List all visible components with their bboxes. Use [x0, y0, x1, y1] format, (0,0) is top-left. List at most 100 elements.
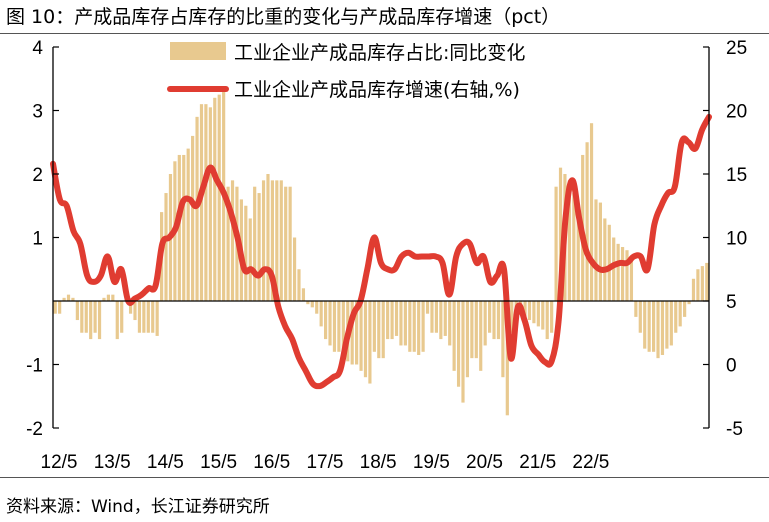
bar-58 — [310, 301, 314, 308]
bar-8 — [89, 301, 93, 340]
bar-35 — [208, 107, 212, 301]
bar-23 — [155, 301, 159, 336]
source-note: 资料来源：Wind，长江证券研究所 — [6, 497, 270, 517]
x-tick-label: 14/5 — [147, 452, 184, 473]
bar-7 — [84, 301, 88, 333]
bar-49 — [270, 180, 274, 301]
bar-92 — [461, 301, 465, 403]
bar-90 — [452, 301, 456, 371]
bar-71 — [368, 301, 372, 384]
bar-12 — [106, 294, 110, 301]
bar-44 — [248, 218, 252, 301]
bar-63 — [332, 301, 337, 352]
bar-88 — [443, 301, 447, 336]
bar-125 — [607, 224, 611, 301]
bar-139 — [669, 301, 673, 346]
legend-swatch-bar — [170, 42, 226, 60]
bar-82 — [417, 301, 421, 355]
bar-64 — [337, 301, 341, 352]
bar-132 — [638, 301, 642, 333]
bar-85 — [430, 301, 434, 333]
title-divider — [0, 33, 769, 34]
bar-68 — [355, 301, 359, 365]
x-tick-label: 22/5 — [572, 452, 609, 473]
bar-143 — [687, 301, 691, 305]
bar-122 — [594, 199, 598, 301]
bar-81 — [412, 301, 416, 352]
bar-13 — [111, 294, 115, 301]
figure-title: 图 10：产成品库存占库存的比重的变化与产成品库存增速（pct） — [6, 6, 561, 28]
legend-label-line: 工业企业产成品库存增速(右轴,%) — [234, 79, 520, 101]
bar-56 — [301, 288, 306, 301]
bar-111 — [545, 301, 549, 340]
bar-31 — [191, 135, 195, 301]
right-tick-label: 15 — [726, 165, 747, 186]
bar-3 — [66, 294, 71, 301]
x-tick-label: 17/5 — [306, 452, 343, 473]
bar-128 — [620, 247, 625, 301]
bar-109 — [536, 301, 540, 327]
bar-144 — [691, 278, 696, 301]
bar-70 — [363, 301, 368, 378]
bar-43 — [244, 205, 248, 301]
bar-62 — [328, 301, 332, 346]
bar-123 — [598, 202, 602, 301]
bar-39 — [226, 186, 230, 301]
x-tick-label: 16/5 — [253, 452, 290, 473]
bar-98 — [488, 301, 492, 333]
bar-147 — [705, 262, 709, 301]
bar-67 — [350, 301, 354, 365]
bar-142 — [683, 301, 687, 317]
bar-69 — [359, 301, 363, 371]
bar-75 — [386, 301, 390, 340]
bar-51 — [279, 180, 283, 301]
bar-9 — [93, 301, 97, 333]
bar-126 — [612, 237, 616, 301]
left-tick-label: -2 — [26, 419, 43, 440]
bar-118 — [576, 205, 580, 301]
bar-33 — [199, 104, 204, 302]
bar-89 — [448, 301, 452, 346]
bar-72 — [372, 301, 376, 352]
bar-77 — [394, 301, 399, 336]
bar-60 — [319, 301, 323, 327]
bar-61 — [324, 301, 328, 340]
x-tick-label: 20/5 — [466, 452, 503, 473]
x-tick-label: 19/5 — [413, 452, 450, 473]
bar-129 — [625, 250, 629, 301]
bar-112 — [550, 301, 554, 333]
left-tick-label: 4 — [32, 38, 43, 59]
bar-47 — [261, 180, 266, 301]
bar-19 — [137, 301, 142, 333]
bar-114 — [558, 167, 563, 301]
bar-140 — [674, 301, 678, 333]
bar-6 — [80, 301, 84, 333]
bar-73 — [377, 301, 381, 359]
bar-25 — [164, 193, 168, 301]
bar-94 — [470, 301, 474, 359]
bar-53 — [288, 186, 292, 301]
bar-79 — [403, 301, 407, 346]
bar-95 — [474, 301, 478, 359]
bar-10 — [97, 301, 102, 340]
right-tick-label: 10 — [726, 229, 747, 250]
left-tick-label: -1 — [26, 356, 43, 377]
bar-45 — [253, 186, 257, 301]
x-tick-label: 18/5 — [360, 452, 397, 473]
bar-93 — [465, 301, 470, 378]
bar-1 — [58, 301, 62, 314]
bar-100 — [496, 301, 501, 340]
bar-113 — [554, 186, 558, 301]
bar-108 — [532, 301, 536, 324]
bar-15 — [120, 301, 124, 333]
bar-124 — [603, 218, 607, 301]
bar-34 — [204, 104, 208, 302]
bar-37 — [217, 94, 221, 302]
bar-102 — [505, 301, 509, 416]
bar-46 — [257, 193, 261, 301]
bar-145 — [696, 269, 700, 301]
bar-83 — [421, 301, 425, 352]
bar-146 — [700, 266, 704, 301]
bar-28 — [177, 154, 181, 301]
bar-106 — [523, 301, 527, 317]
